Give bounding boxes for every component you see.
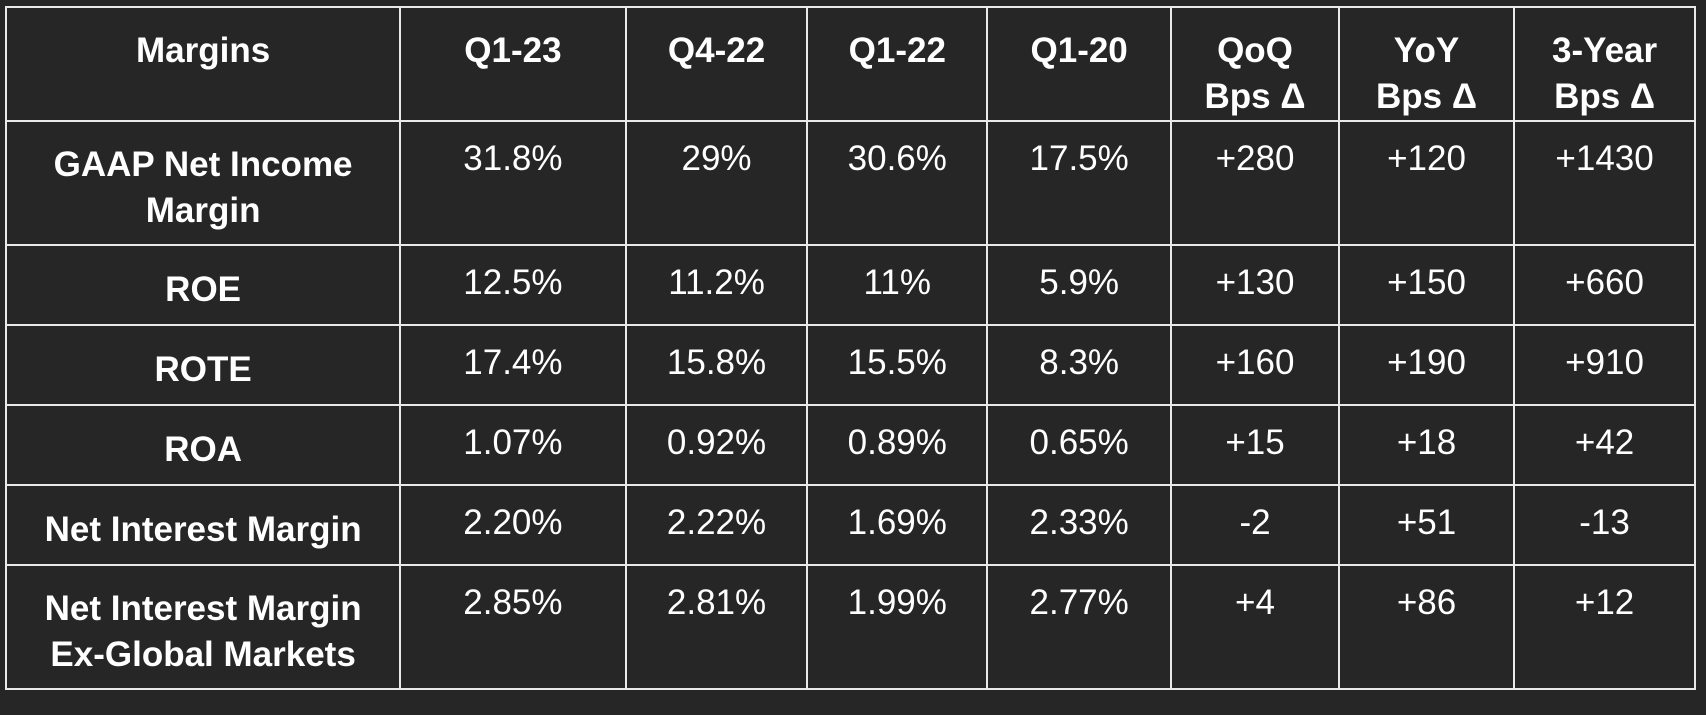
cell-q1-22: 15.5%	[806, 324, 989, 406]
cell-qoq: +130	[1170, 244, 1340, 326]
cell-q1-23: 12.5%	[399, 244, 627, 326]
row-label: GAAP Net Income Margin	[4, 120, 402, 246]
cell-q4-22: 2.81%	[624, 564, 809, 690]
cell-q4-22: 29%	[624, 120, 809, 246]
table-row-gaap-net-income-margin: GAAP Net Income Margin 31.8% 29% 30.6% 17…	[4, 120, 1696, 246]
header-3-year-bps-delta: 3-Year Bps Δ	[1513, 6, 1696, 122]
cell-q1-23: 1.07%	[399, 404, 627, 486]
row-label: Net Interest Margin	[4, 484, 402, 566]
table-row-nim-ex-global-markets: Net Interest Margin Ex-Global Markets 2.8…	[4, 564, 1696, 690]
cell-yoy: +150	[1337, 244, 1516, 326]
cell-3-year: +660	[1513, 244, 1696, 326]
cell-qoq: +15	[1170, 404, 1340, 486]
table-row-roa: ROA 1.07% 0.92% 0.89% 0.65% +15 +18 +42	[4, 404, 1696, 486]
cell-yoy: +120	[1337, 120, 1516, 246]
cell-q1-20: 2.33%	[986, 484, 1173, 566]
cell-q1-23: 31.8%	[399, 120, 627, 246]
row-label: ROE	[4, 244, 402, 326]
cell-q1-23: 17.4%	[399, 324, 627, 406]
header-q1-22: Q1-22	[806, 6, 989, 122]
cell-q1-23: 2.20%	[399, 484, 627, 566]
row-label: ROA	[4, 404, 402, 486]
cell-yoy: +18	[1337, 404, 1516, 486]
cell-q1-22: 11%	[806, 244, 989, 326]
cell-q1-22: 1.69%	[806, 484, 989, 566]
cell-q4-22: 15.8%	[624, 324, 809, 406]
header-yoy-bps-delta: YoY Bps Δ	[1337, 6, 1516, 122]
header-q1-20: Q1-20	[986, 6, 1173, 122]
header-qoq-bps-delta: QoQ Bps Δ	[1170, 6, 1340, 122]
cell-3-year: +12	[1513, 564, 1696, 690]
row-label: Net Interest Margin Ex-Global Markets	[4, 564, 402, 690]
cell-q1-20: 17.5%	[986, 120, 1173, 246]
header-q4-22: Q4-22	[624, 6, 809, 122]
cell-q1-20: 5.9%	[986, 244, 1173, 326]
cell-q1-23: 2.85%	[399, 564, 627, 690]
cell-qoq: +4	[1170, 564, 1340, 690]
cell-3-year: +1430	[1513, 120, 1696, 246]
cell-qoq: +280	[1170, 120, 1340, 246]
header-row: Margins Q1-23 Q4-22 Q1-22 Q1-20 QoQ Bps Δ…	[4, 6, 1696, 122]
cell-3-year: +910	[1513, 324, 1696, 406]
table-row-net-interest-margin: Net Interest Margin 2.20% 2.22% 1.69% 2.…	[4, 484, 1696, 566]
cell-yoy: +190	[1337, 324, 1516, 406]
cell-q1-22: 0.89%	[806, 404, 989, 486]
cell-q1-20: 2.77%	[986, 564, 1173, 690]
cell-q1-22: 30.6%	[806, 120, 989, 246]
margins-table: Margins Q1-23 Q4-22 Q1-22 Q1-20 QoQ Bps Δ…	[4, 6, 1696, 690]
cell-yoy: +51	[1337, 484, 1516, 566]
header-q1-23: Q1-23	[399, 6, 627, 122]
row-label: ROTE	[4, 324, 402, 406]
cell-q1-20: 8.3%	[986, 324, 1173, 406]
cell-q1-22: 1.99%	[806, 564, 989, 690]
cell-q4-22: 11.2%	[624, 244, 809, 326]
table-row-rote: ROTE 17.4% 15.8% 15.5% 8.3% +160 +190 +9…	[4, 324, 1696, 406]
header-margins: Margins	[4, 6, 402, 122]
cell-q4-22: 2.22%	[624, 484, 809, 566]
table-row-roe: ROE 12.5% 11.2% 11% 5.9% +130 +150 +660	[4, 244, 1696, 326]
cell-yoy: +86	[1337, 564, 1516, 690]
cell-qoq: +160	[1170, 324, 1340, 406]
cell-3-year: +42	[1513, 404, 1696, 486]
cell-q4-22: 0.92%	[624, 404, 809, 486]
cell-3-year: -13	[1513, 484, 1696, 566]
cell-qoq: -2	[1170, 484, 1340, 566]
cell-q1-20: 0.65%	[986, 404, 1173, 486]
